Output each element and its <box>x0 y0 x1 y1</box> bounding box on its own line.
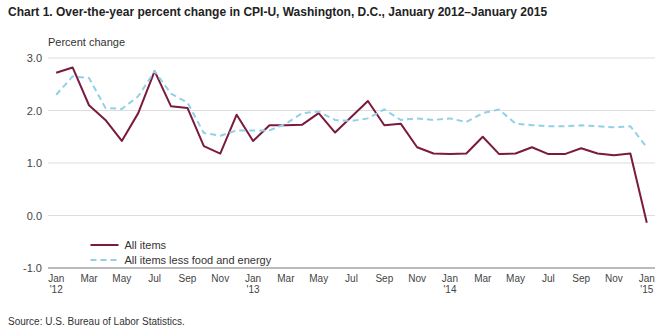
series-line <box>56 71 647 147</box>
x-tick-label-line: Jul <box>345 273 358 284</box>
x-tick-label-line: '13 <box>247 284 260 295</box>
legend-swatch <box>90 244 118 246</box>
chart: Chart 1. Over-the-year percent change in… <box>0 0 670 331</box>
x-tick-label: Mar <box>277 273 295 284</box>
x-tick-label-line: Sep <box>179 273 197 284</box>
x-tick-label: Jul <box>542 273 555 284</box>
x-tick-label-line: May <box>112 273 131 284</box>
x-tick-label-line: May <box>506 273 525 284</box>
x-tick-label: May <box>506 273 525 284</box>
x-tick-label-line: '12 <box>50 284 63 295</box>
x-tick-label: Sep <box>375 273 393 284</box>
x-tick-label-line: '14 <box>443 284 456 295</box>
grid-line <box>48 58 655 59</box>
grid-line <box>48 268 655 269</box>
x-tick-label: Jan'15 <box>639 273 655 295</box>
x-tick-label: Sep <box>179 273 197 284</box>
x-tick-label: Nov <box>605 273 623 284</box>
y-tick-label: 3.0 <box>27 52 42 64</box>
x-tick-label: Jan'13 <box>245 273 261 295</box>
y-tick-label: 0.0 <box>27 210 42 222</box>
x-tick-label: Mar <box>474 273 492 284</box>
y-tick-label: 2.0 <box>27 105 42 117</box>
x-tick-label: Mar <box>80 273 98 284</box>
x-axis: Jan'12MarMayJulSepNovJan'13MarMayJulSepN… <box>48 273 655 295</box>
x-tick-label-line: Nov <box>211 273 229 284</box>
x-tick-label: Nov <box>408 273 426 284</box>
x-tick-label-line: May <box>309 273 328 284</box>
x-tick-label-line: Jan <box>442 273 458 284</box>
x-tick-label-line: Jan <box>639 273 655 284</box>
series-line <box>56 67 647 222</box>
x-tick-label: Nov <box>211 273 229 284</box>
y-axis: -1.0 0.0 1.0 2.0 3.0 <box>23 52 655 274</box>
lines <box>56 67 647 222</box>
x-tick-label-line: Jul <box>542 273 555 284</box>
x-tick-label: Jul <box>148 273 161 284</box>
x-tick-label: May <box>309 273 328 284</box>
x-tick-label: Sep <box>572 273 590 284</box>
y-tick-label: -1.0 <box>23 262 42 274</box>
x-tick-label-line: Jul <box>148 273 161 284</box>
x-tick-label-line: Nov <box>408 273 426 284</box>
x-tick-label: Jan'14 <box>442 273 458 295</box>
x-tick-label-line: Mar <box>80 273 98 284</box>
x-tick-label: May <box>112 273 131 284</box>
title: Chart 1. Over-the-year percent change in… <box>8 5 547 19</box>
x-tick-label-line: Mar <box>277 273 295 284</box>
grid-line <box>48 163 655 164</box>
y-axis-label: Percent change <box>48 36 125 48</box>
x-tick-label: Jul <box>345 273 358 284</box>
legend-swatch <box>90 259 118 261</box>
y-tick-label: 1.0 <box>27 157 42 169</box>
x-tick-label: Jan'12 <box>48 273 64 295</box>
x-axis-line <box>48 268 655 269</box>
legend: All items All items less food and energy <box>90 239 271 266</box>
grid-line <box>48 215 655 216</box>
x-tick-label-line: Nov <box>605 273 623 284</box>
source: Source: U.S. Bureau of Labor Statistics. <box>8 316 185 327</box>
x-tick-label-line: Jan <box>48 273 64 284</box>
x-tick-label-line: Sep <box>375 273 393 284</box>
x-tick-label-line: '15 <box>640 284 653 295</box>
legend-label: All items <box>124 239 166 251</box>
x-tick-label-line: Jan <box>245 273 261 284</box>
x-tick-label-line: Mar <box>474 273 492 284</box>
legend-label: All items less food and energy <box>124 254 271 266</box>
x-tick-label-line: Sep <box>572 273 590 284</box>
